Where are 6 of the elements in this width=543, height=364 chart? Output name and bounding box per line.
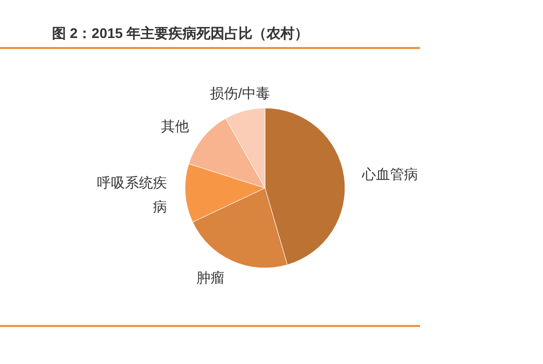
slice-label: 呼吸系统疾病 <box>97 174 168 214</box>
slice-label: 损伤/中毒 <box>210 85 270 102</box>
chart-title: 图 2：2015 年主要疾病死因占比（农村） <box>52 25 309 41</box>
slice-label: 肿瘤 <box>196 269 225 286</box>
slice-label: 心血管病 <box>361 166 418 182</box>
slice-label: 其他 <box>160 118 189 134</box>
